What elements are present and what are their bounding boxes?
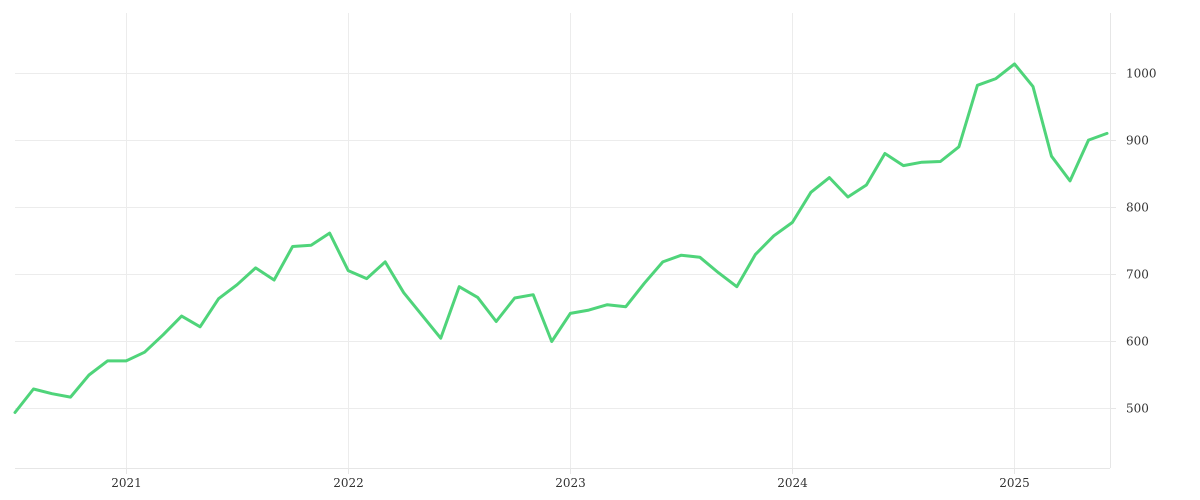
data-point (735, 285, 739, 289)
x-tick-label: 2025 (999, 476, 1030, 490)
data-point (1068, 179, 1072, 183)
x-tick-label: 2021 (111, 476, 142, 490)
x-tick-label: 2024 (777, 476, 808, 490)
data-point (661, 260, 665, 264)
data-point (513, 296, 517, 300)
data-point (587, 308, 591, 312)
data-point (864, 183, 868, 187)
data-point (809, 190, 813, 194)
data-point (365, 277, 369, 281)
series-line (13, 62, 1109, 414)
data-point (531, 293, 535, 297)
data-point (901, 164, 905, 168)
data-point (716, 271, 720, 275)
data-point (439, 336, 443, 340)
data-point (124, 359, 128, 363)
data-point (790, 220, 794, 224)
data-point (679, 253, 683, 257)
data-point (494, 320, 498, 324)
data-point (198, 325, 202, 329)
data-point (1105, 131, 1109, 135)
data-point (883, 152, 887, 156)
data-point (161, 333, 165, 337)
y-tick-label: 800 (1126, 201, 1149, 215)
data-point (180, 314, 184, 318)
data-point (383, 260, 387, 264)
data-point (642, 281, 646, 285)
axes (15, 13, 1116, 474)
data-point (920, 160, 924, 164)
data-point (1013, 62, 1017, 66)
data-point (550, 340, 554, 344)
y-tick-label: 900 (1126, 134, 1149, 148)
data-point (846, 195, 850, 199)
data-point (827, 176, 831, 180)
data-point (328, 231, 332, 235)
data-point (13, 411, 17, 415)
data-point (69, 395, 73, 399)
data-point (254, 266, 258, 270)
x-tick-label: 2022 (333, 476, 364, 490)
data-point (938, 160, 942, 164)
series-layer (13, 62, 1109, 415)
data-point (457, 285, 461, 289)
data-point (624, 305, 628, 309)
x-tick-label: 2023 (555, 476, 586, 490)
vertical-gridlines (126, 13, 1015, 468)
data-point (420, 313, 424, 317)
data-point (32, 387, 36, 391)
x-axis-tick-labels: 2021 2022 2023 2024 2025 (111, 476, 1030, 490)
data-point (753, 253, 757, 257)
data-point (1031, 85, 1035, 89)
data-point (235, 283, 239, 287)
data-point (87, 373, 91, 377)
y-axis-tick-labels: 500 600 700 800 900 1000 (1126, 67, 1157, 416)
data-point (50, 392, 54, 396)
data-point (291, 245, 295, 249)
data-point (698, 255, 702, 259)
data-point (568, 311, 572, 315)
data-point (1050, 154, 1054, 158)
data-point (772, 234, 776, 238)
data-point (143, 350, 147, 354)
data-point (106, 359, 110, 363)
data-point (346, 269, 350, 273)
data-point (957, 145, 961, 149)
data-point (309, 243, 313, 247)
data-point (272, 278, 276, 282)
data-point (476, 295, 480, 299)
y-tick-label: 700 (1126, 268, 1149, 282)
data-point (975, 83, 979, 87)
data-point (605, 303, 609, 307)
y-tick-label: 1000 (1126, 67, 1157, 81)
y-tick-label: 500 (1126, 402, 1149, 416)
data-point (1087, 138, 1091, 142)
data-point (402, 291, 406, 295)
horizontal-gridlines (15, 73, 1110, 409)
y-tick-label: 600 (1126, 335, 1149, 349)
data-point (994, 77, 998, 81)
data-point (217, 297, 221, 301)
